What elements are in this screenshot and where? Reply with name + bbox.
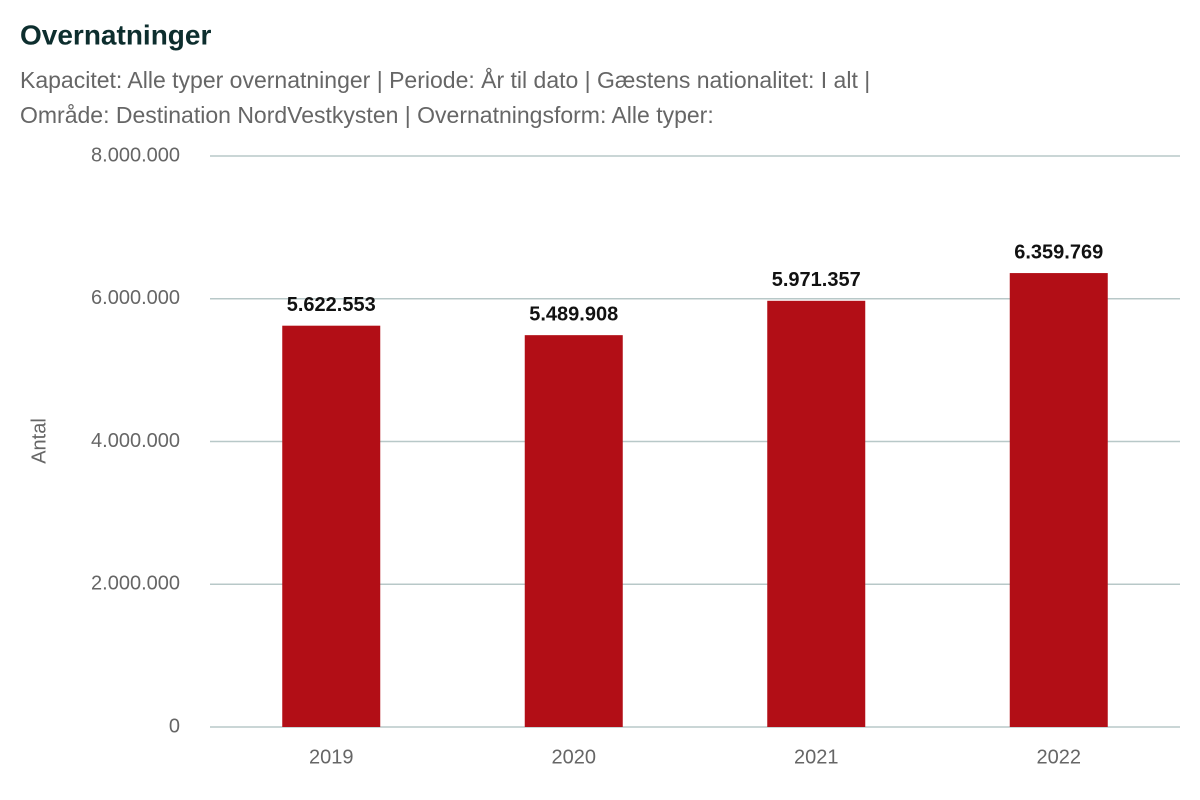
x-tick-label: 2020: [552, 746, 597, 768]
y-tick-label: 2.000.000: [91, 573, 180, 595]
bar: [767, 300, 866, 727]
bar: [524, 335, 623, 727]
y-tick-label: 0: [169, 715, 180, 737]
x-tick-label: 2022: [1037, 746, 1082, 768]
bar: [1009, 273, 1108, 727]
y-tick-label: 8.000.000: [91, 144, 180, 166]
y-axis-label: Antal: [28, 418, 50, 464]
x-tick-label: 2019: [309, 746, 354, 768]
x-tick-label: 2021: [794, 746, 839, 768]
data-label: 5.971.357: [772, 269, 861, 291]
y-tick-label: 4.000.000: [91, 430, 180, 452]
bar: [282, 325, 381, 727]
y-tick-label: 6.000.000: [91, 287, 180, 309]
chart-subtitle: Kapacitet: Alle typer overnatninger | Pe…: [20, 66, 870, 93]
chart-subtitle: Område: Destination NordVestkysten | Ove…: [20, 102, 714, 128]
data-label: 5.489.908: [529, 303, 618, 325]
chart-title: Overnatninger: [20, 19, 211, 50]
data-label: 5.622.553: [287, 294, 376, 316]
data-label: 6.359.769: [1014, 241, 1103, 263]
